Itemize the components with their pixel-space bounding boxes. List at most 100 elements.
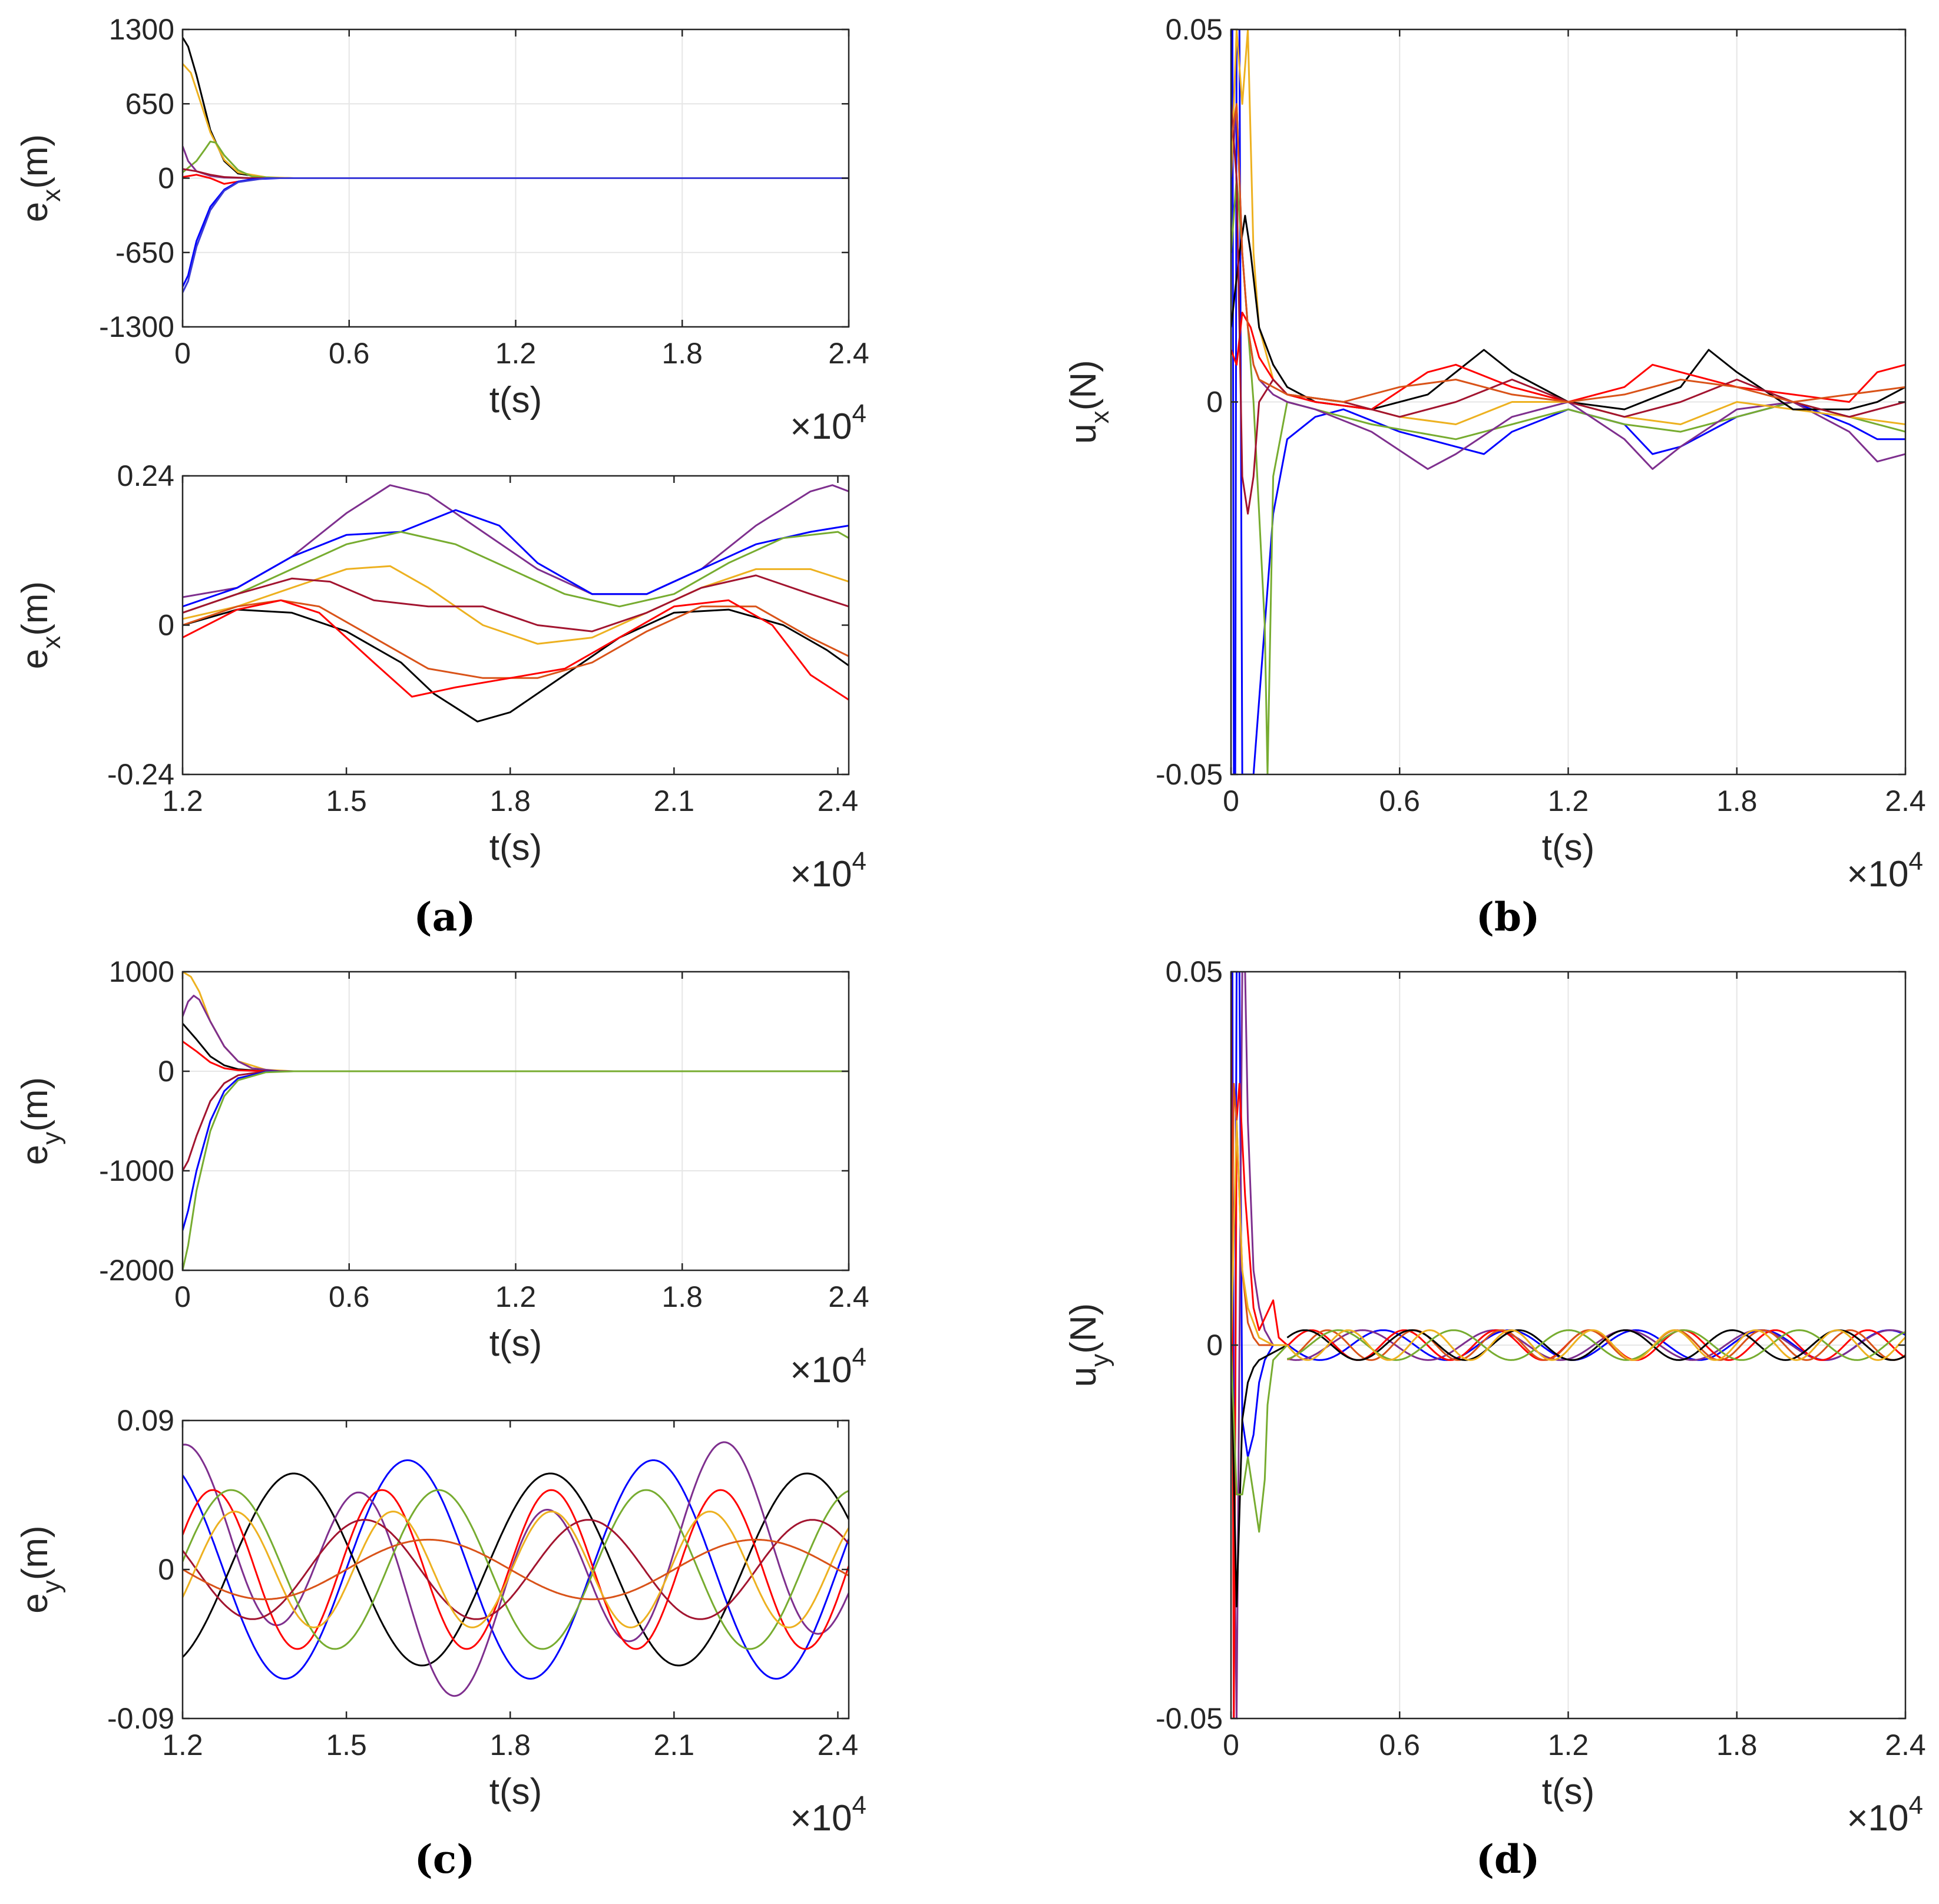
series-purple [183,995,849,1072]
panel-label: (c) [415,1836,475,1882]
x-tick-label: 2.4 [828,337,869,370]
x-tick-label: 1.2 [495,337,537,370]
series-green [1231,177,1905,774]
y-tick-label: 0.24 [117,459,174,492]
series-green [183,1070,849,1270]
x-tick-label: 1.2 [162,1728,203,1761]
x-tick-label: 1.2 [495,1280,537,1313]
x-axis-label: t(s) [489,1323,542,1364]
y-tick-label: 0 [1206,1329,1223,1362]
series-red [183,599,849,701]
panel-label: (b) [1476,894,1540,940]
y-tick-label: 1000 [109,955,174,988]
x-tick-label: 2.1 [654,784,695,817]
x-multiplier: ×104 [1847,1791,1923,1839]
y-tick-label: -0.09 [107,1702,174,1735]
y-tick-label: -0.24 [107,758,174,791]
panel-label: (d) [1476,1836,1540,1882]
y-tick-label: -650 [115,236,174,269]
x-multiplier: ×104 [790,399,866,447]
x-tick-label: 2.4 [818,1728,859,1761]
y-axis-label: uy(N) [1063,1303,1114,1388]
series-blue [183,1459,849,1680]
series-red [1231,312,1905,410]
x-axis-label: t(s) [489,1771,542,1812]
y-tick-label: 650 [125,87,174,120]
x-tick-label: 2.4 [818,784,859,817]
series-darkblue [183,177,849,293]
y-axis-label: ey(m) [15,1077,66,1165]
y-axis-label: ex(m) [15,134,66,222]
x-tick-label: 0.6 [329,1280,370,1313]
x-axis-label: t(s) [489,827,542,868]
x-tick-label: 1.5 [326,784,367,817]
chart-c1: 0 0.6 1.2 1.8 2.4 -2000 -1000 0 1000 t(s) ×104 ey(m… [15,955,869,1882]
panel-label: (a) [413,894,475,940]
series-black [183,608,849,723]
x-tick-label: 0 [1223,1728,1239,1761]
y-axis-label: ey(m) [15,1525,66,1613]
y-tick-label: 0 [158,1553,174,1586]
series-orange-tail [1286,1329,1905,1361]
x-tick-label: 0 [174,337,191,370]
x-tick-label: 1.2 [162,784,203,817]
series-black [1231,1344,1288,1608]
series-blue [183,509,849,608]
x-tick-label: 0 [1223,784,1239,817]
axes-box [181,475,850,776]
x-tick-label: 0.6 [1379,784,1420,817]
x-multiplier: ×104 [790,1791,866,1839]
x-tick-label: 2.4 [1885,784,1926,817]
y-tick-label: 0 [158,609,174,642]
series-orange [183,565,849,645]
series-green [183,531,849,614]
y-tick-label: 0 [158,1055,174,1088]
y-axis-label: ex(m) [15,581,66,669]
series-green [1231,1344,1288,1533]
series-darkorange [183,1538,849,1601]
y-tick-label: -1300 [99,310,174,343]
y-tick-label: -0.05 [1156,758,1223,791]
series-purple [183,484,849,598]
y-tick-label: 0 [1206,386,1223,419]
chart-c2: 1.2 1.5 1.8 2.1 2.4 -0.09 0 0.09 t(s) ×104 ey(m) [15,1404,866,1839]
x-tick-label: 0.6 [329,337,370,370]
y-tick-label: -1000 [99,1154,174,1187]
y-tick-label: 0 [158,162,174,195]
series-darkred [183,574,849,633]
x-tick-label: 2.4 [1885,1728,1926,1761]
chart-a1: 0 0.6 1.2 1.8 2.4 -1300 -650 0 650 1300 t(s) ×104 ex… [15,13,869,940]
x-tick-label: 1.8 [661,1280,703,1313]
x-axis-label: t(s) [1542,1771,1595,1812]
series-orange [183,1511,849,1628]
x-tick-label: 1.8 [1716,784,1758,817]
x-tick-label: 2.4 [828,1280,869,1313]
x-tick-label: 0.6 [1379,1728,1420,1761]
y-tick-label: -2000 [99,1254,174,1287]
x-axis-label: t(s) [489,380,542,420]
series-purple [183,1441,849,1697]
x-tick-label: 1.8 [489,784,531,817]
series-blue [1231,29,1905,774]
x-tick-label: 1.5 [326,1728,367,1761]
series-red [183,1489,849,1650]
series-darkred [183,1519,849,1620]
y-axis-label: ux(N) [1063,360,1114,444]
x-multiplier: ×104 [790,847,866,895]
chart-a2: 1.2 1.5 1.8 2.1 2.4 -0.24 0 0.24 t(s) ×104 ex(m) [15,459,866,895]
series-blue-tail [1286,1329,1905,1361]
series-black-tail [1286,1329,1905,1361]
x-tick-label: 1.8 [1716,1728,1758,1761]
x-tick-label: 1.2 [1548,1728,1589,1761]
series-red [1231,972,1288,1718]
x-tick-label: 1.8 [661,337,703,370]
series-darkorange [1231,1082,1288,1346]
x-tick-label: 0 [174,1280,191,1313]
y-tick-label: 0.05 [1166,13,1223,46]
y-tick-label: 1300 [109,13,174,46]
x-tick-label: 2.1 [654,1728,695,1761]
x-axis-label: t(s) [1542,827,1595,868]
